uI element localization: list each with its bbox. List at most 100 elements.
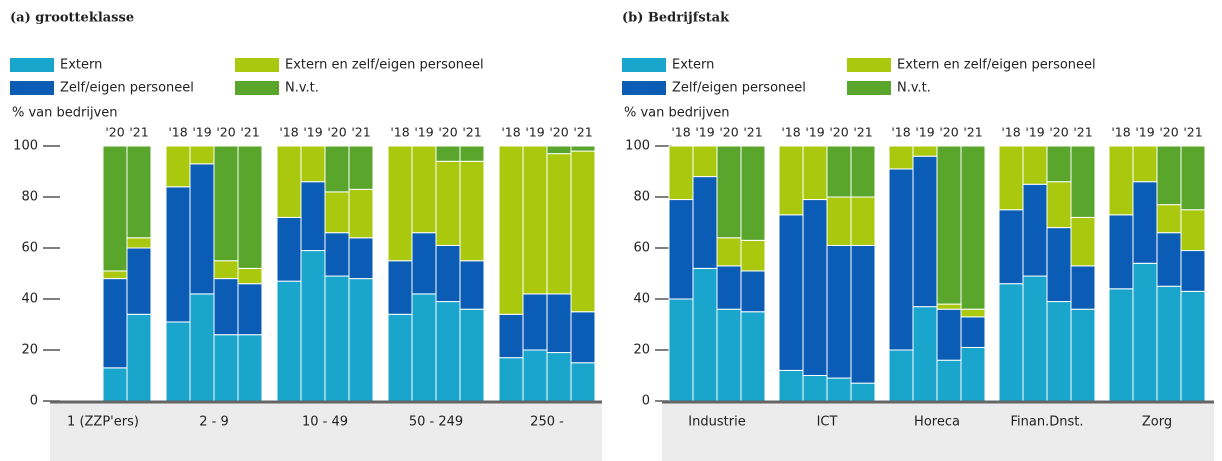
bar-segment <box>778 145 804 216</box>
year-label: '20 <box>939 125 958 140</box>
bar-segment <box>522 293 548 351</box>
bar-segment <box>570 362 596 402</box>
bar-segment <box>324 232 350 277</box>
bar-segment <box>668 298 694 402</box>
bar-segment <box>387 145 413 262</box>
legend-swatch <box>10 81 54 95</box>
bar-segment <box>826 145 852 198</box>
bar-segment <box>546 145 572 155</box>
bar-segment <box>324 191 350 234</box>
year-label: '21 <box>129 125 148 140</box>
bar-segment <box>189 145 215 165</box>
x-axis-band <box>50 403 602 461</box>
bar-segment <box>1070 265 1096 310</box>
bar-segment <box>102 367 128 402</box>
bar-segment <box>1108 214 1134 290</box>
bar-segment <box>189 293 215 402</box>
bar-segment <box>387 260 413 315</box>
bar-segment <box>213 334 239 402</box>
bar-segment <box>213 260 239 280</box>
bar-segment <box>1046 227 1072 303</box>
year-label: '19 <box>1135 125 1154 140</box>
bar-segment <box>1132 181 1158 264</box>
bar-segment <box>888 349 914 402</box>
year-label: '20 <box>719 125 738 140</box>
y-tick-label: 60 <box>21 241 38 256</box>
bar-segment <box>888 145 914 170</box>
chart-title: (b) Bedrijfstak <box>622 11 730 26</box>
year-label: '19 <box>915 125 934 140</box>
x-tick-label: Horeca <box>914 415 960 430</box>
bar-segment <box>998 145 1024 211</box>
bar-segment <box>498 313 524 359</box>
legend-label: Extern en zelf/eigen personeel <box>285 58 484 73</box>
bar-segment <box>570 311 596 364</box>
x-axis-band <box>662 403 1214 461</box>
bar-segment <box>435 145 461 162</box>
bar-segment <box>498 357 524 402</box>
bar-segment <box>435 244 461 303</box>
bar-segment <box>276 280 302 402</box>
bar-segment <box>1156 204 1182 234</box>
year-label: '21 <box>1183 125 1202 140</box>
bar-segment <box>850 382 876 402</box>
bar-segment <box>237 283 263 336</box>
year-label: '20 <box>216 125 235 140</box>
bar-segment <box>435 160 461 246</box>
bar-segment <box>1180 209 1206 252</box>
bar-segment <box>1108 145 1134 216</box>
bar-segment <box>1180 290 1206 402</box>
bar-segment <box>324 275 350 402</box>
bar-segment <box>668 145 694 201</box>
bar-segment <box>802 145 828 201</box>
legend-swatch <box>10 58 54 72</box>
bar-segment <box>237 334 263 402</box>
bar-segment <box>716 308 742 402</box>
bar-segment <box>1180 250 1206 292</box>
bar-segment <box>300 181 326 252</box>
bar-segment <box>960 145 986 310</box>
bar-segment <box>126 247 152 315</box>
year-label: '18 <box>501 125 520 140</box>
year-label: '19 <box>805 125 824 140</box>
bar-segment <box>1108 288 1134 402</box>
year-label: '21 <box>462 125 481 140</box>
x-tick-label: 1 (ZZP'ers) <box>67 415 139 430</box>
legend-label: Extern en zelf/eigen personeel <box>897 58 1096 73</box>
bar-segment <box>213 145 239 262</box>
year-label: '21 <box>963 125 982 140</box>
chart-title: (a) grootteklasse <box>10 11 134 26</box>
bar-segment <box>570 150 596 313</box>
year-label: '19 <box>303 125 322 140</box>
y-tick-label: 0 <box>642 394 650 409</box>
year-label: '18 <box>1001 125 1020 140</box>
year-label: '21 <box>1073 125 1092 140</box>
bar-segment <box>411 145 437 234</box>
bar-segment <box>300 250 326 402</box>
year-label: '18 <box>390 125 409 140</box>
year-label: '21 <box>240 125 259 140</box>
bar-segment <box>237 145 263 269</box>
bar-segment <box>1070 145 1096 218</box>
bar-segment <box>778 369 804 402</box>
x-tick-label: Zorg <box>1142 415 1172 430</box>
bar-segment <box>570 145 596 152</box>
bar-segment <box>888 168 914 351</box>
year-label: '21 <box>743 125 762 140</box>
bar-segment <box>912 306 938 402</box>
bar-segment <box>692 145 718 178</box>
bar-segment <box>936 303 962 310</box>
bar-segment <box>165 145 191 188</box>
year-label: '19 <box>525 125 544 140</box>
y-tick-label: 80 <box>21 190 38 205</box>
bar-segment <box>546 293 572 354</box>
bar-segment <box>126 145 152 239</box>
bar-segment <box>998 209 1024 285</box>
bar-segment <box>740 311 766 402</box>
bar-segment <box>1180 145 1206 211</box>
bar-segment <box>692 176 718 269</box>
x-tick-label: Industrie <box>688 415 745 430</box>
year-label: '18 <box>279 125 298 140</box>
bar-segment <box>998 283 1024 402</box>
y-tick-label: 100 <box>625 139 650 154</box>
